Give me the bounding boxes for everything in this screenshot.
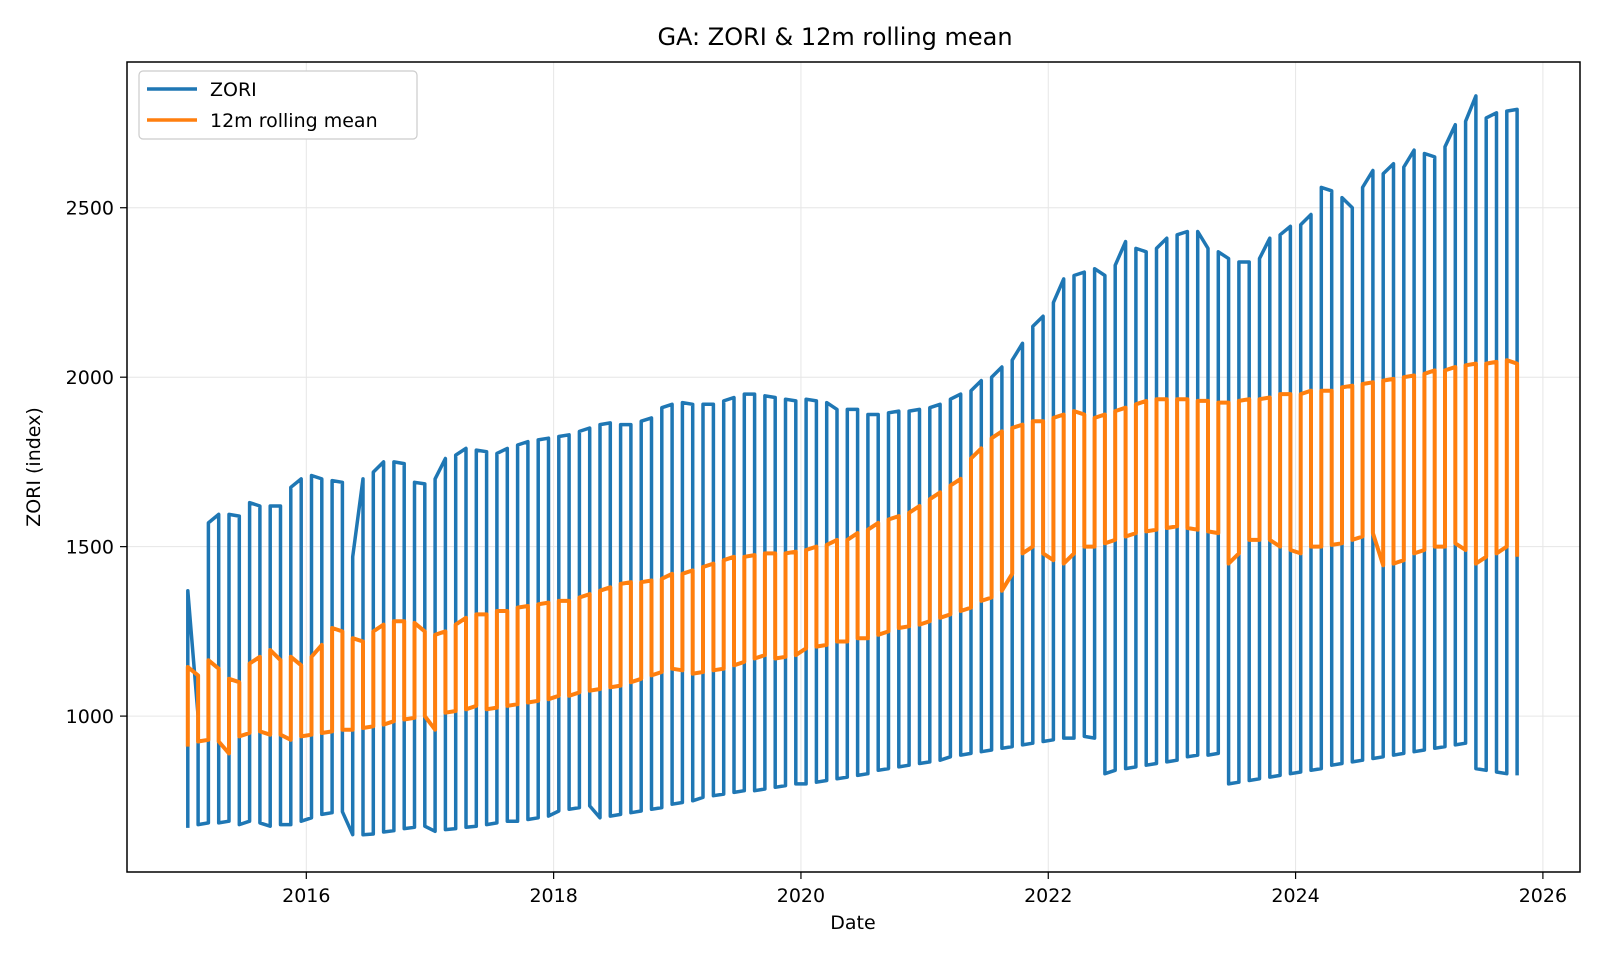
y-axis-label: ZORI (index) bbox=[23, 407, 45, 527]
y-tick-label: 1500 bbox=[66, 537, 114, 559]
x-tick-label: 2016 bbox=[282, 885, 330, 907]
x-tick-label: 2024 bbox=[1271, 885, 1319, 907]
plot-frame bbox=[126, 61, 1581, 873]
x-tick-label: 2022 bbox=[1024, 885, 1072, 907]
legend-box bbox=[138, 70, 418, 140]
x-axis: 2016 2018 2020 2022 2024 2026 bbox=[282, 872, 1567, 907]
series-zori bbox=[186, 94, 1519, 837]
chart-title: GA: ZORI & 12m rolling mean bbox=[657, 23, 1012, 51]
x-tick-label: 2026 bbox=[1519, 885, 1567, 907]
plot-area bbox=[185, 94, 1520, 837]
series-rolling-mean bbox=[185, 358, 1520, 756]
legend-label-zori: ZORI bbox=[210, 79, 257, 101]
x-axis-label: Date bbox=[830, 912, 875, 934]
legend-label-rolling-mean: 12m rolling mean bbox=[210, 110, 378, 132]
x-tick-label: 2020 bbox=[777, 885, 825, 907]
y-axis: 1000 1500 2000 2500 bbox=[66, 198, 127, 728]
y-tick-label: 2500 bbox=[66, 198, 114, 220]
y-tick-label: 2000 bbox=[66, 367, 114, 389]
series-line-rolling-mean bbox=[185, 358, 1520, 756]
grid bbox=[127, 62, 1580, 872]
y-tick-label: 1000 bbox=[66, 706, 114, 728]
x-tick-label: 2018 bbox=[529, 885, 577, 907]
legend: ZORI 12m rolling mean bbox=[138, 70, 418, 140]
series-line-zori bbox=[186, 94, 1519, 837]
